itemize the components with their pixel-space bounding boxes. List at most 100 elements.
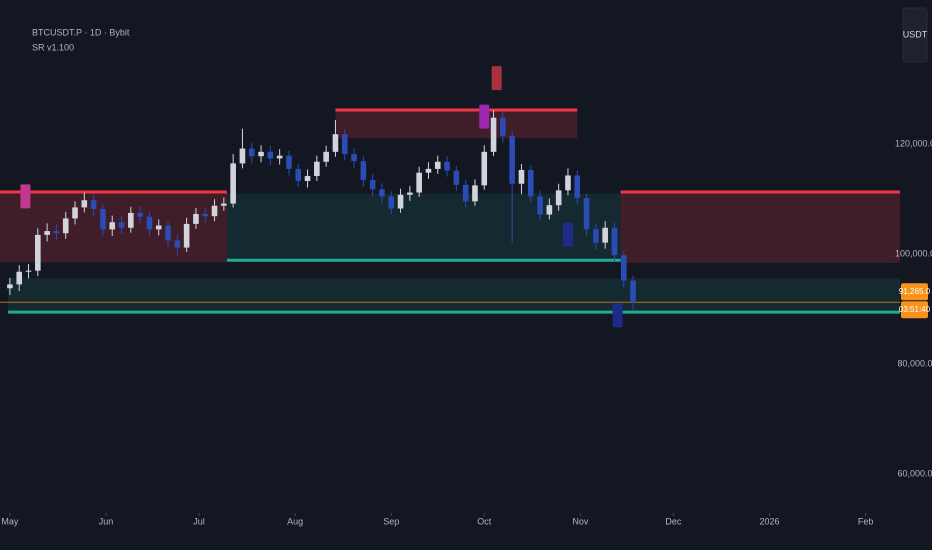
candle-body [248,148,255,157]
candle-body [332,134,339,152]
candle-body [425,168,432,173]
zone [226,193,621,261]
plot-area: 60,000.0 80,000.0 100,000.0 120,000.0 May Jun… [0,66,932,526]
candle-body [72,207,78,219]
candle-body [351,154,357,162]
candle-body [25,270,32,272]
candle-body [304,176,311,181]
candle-body [137,212,143,217]
zone [8,278,901,313]
x-tick-label: May [1,516,19,526]
x-tick-label: Nov [572,516,589,526]
currency-label[interactable]: USDT [903,29,928,39]
signal-marker [20,184,31,209]
candle-body [146,216,153,230]
x-tick-label: Oct [477,516,492,526]
candle-body [276,155,283,159]
candle-body [193,213,199,224]
y-tick-label: 60,000.0 [897,469,932,479]
candle-body [295,168,302,181]
y-tick-label: 100,000.0 [895,249,932,259]
x-tick-label: Aug [287,516,303,526]
x-tick-label: 2026 [759,516,779,526]
candle-body [565,175,571,191]
candle-body [53,231,60,234]
candle-body [81,200,88,208]
candle-body [100,209,106,230]
x-tick-label: Jun [99,516,114,526]
candle-body [258,151,264,157]
signal-marker [612,303,623,328]
candle-body [537,196,543,215]
candle-body [230,163,236,204]
candle-body [602,227,608,243]
candle-body [407,192,413,195]
indicator-name: SR v1.100 [32,42,74,52]
chart-title: BTCUSDT.P · 1D · Bybit [32,27,130,37]
zone [335,110,578,139]
candle-body [183,223,190,248]
y-tick-label: 120,000.0 [895,139,932,149]
candle-body [397,194,404,209]
candle-body [174,240,181,248]
candle-body [611,227,618,256]
candle-body [509,135,515,184]
price-label-box [901,283,928,301]
candle-body [500,117,506,136]
candle-body [341,134,348,155]
candle-body [7,284,13,289]
x-tick-label: Dec [665,516,682,526]
countdown: 03:51:40 [899,305,931,314]
candle-body [574,175,581,199]
candle-body [434,161,441,169]
x-tick-label: Feb [858,516,874,526]
candle-body [630,280,636,303]
candle-body [286,155,292,169]
candle-body [16,271,23,285]
candle-body [44,231,50,235]
zone [620,191,900,263]
candle-body [369,179,376,190]
candle-body [155,225,162,230]
candle-body [211,205,218,217]
signal-marker [562,222,573,247]
candle-body [221,203,227,206]
candle-body [453,170,460,185]
candle-body [388,196,395,209]
candle-body [360,161,367,180]
candle-body [462,184,469,202]
candle-body [90,200,97,210]
candle-body [546,205,553,215]
candle-body [62,218,69,234]
candle-body [583,198,590,230]
countdown-box [901,301,928,319]
candle-body [118,222,125,228]
candle-body [444,161,450,171]
signal-marker [491,66,502,91]
candle-body [165,225,171,241]
x-tick-label: Jul [193,516,205,526]
candle-body [109,222,116,230]
candle-body [323,151,329,162]
signal-marker [479,104,490,129]
candle-body [620,255,627,281]
candle-body [472,185,478,202]
candle-body [267,151,274,159]
y-tick-label: 80,000.0 [897,359,932,369]
candle-body [518,169,525,184]
candle-body [527,169,534,197]
candle-body [314,161,320,177]
candle-body [379,189,385,197]
candle-body [128,212,134,228]
candle-body [35,234,41,271]
currency-button[interactable] [902,7,928,63]
candle-body [490,117,497,152]
candle-body [416,172,422,193]
candle-body [555,190,562,206]
candle-body [481,151,488,186]
price-label: 91,265.0 [899,287,931,296]
candle-body [239,148,246,164]
